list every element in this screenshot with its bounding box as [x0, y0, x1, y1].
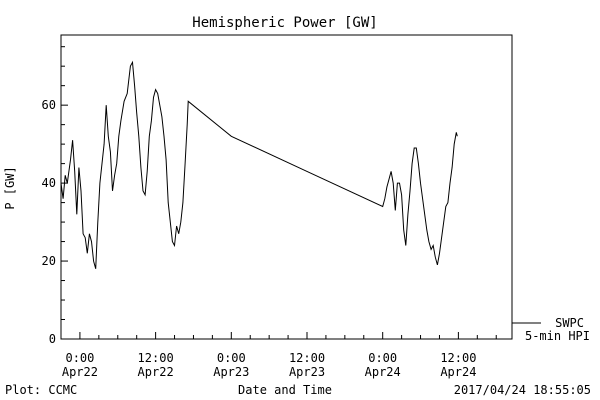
x-tick-date-label: Apr22: [62, 365, 98, 379]
x-tick-time-label: 12:00: [138, 351, 174, 365]
series-line: [60, 60, 458, 269]
x-tick-date-label: Apr24: [440, 365, 476, 379]
y-axis: 0 20 40 60: [42, 46, 68, 346]
x-tick-date-label: Apr24: [365, 365, 401, 379]
y-axis-label: P [GW]: [3, 166, 17, 209]
y-tick-label: 60: [42, 98, 56, 112]
y-tick-label: 0: [49, 332, 56, 346]
y-tick-label: 40: [42, 176, 56, 190]
x-tick-date-label: Apr22: [138, 365, 174, 379]
x-tick-time-label: 0:00: [65, 351, 94, 365]
x-tick-date-label: Apr23: [213, 365, 249, 379]
chart-title: Hemispheric Power [GW]: [192, 15, 377, 31]
x-tick-date-label: Apr23: [289, 365, 325, 379]
legend-description: 5-min HPI: [525, 329, 590, 343]
x-tick-time-label: 12:00: [440, 351, 476, 365]
legend-name: SWPC: [555, 316, 584, 330]
x-tick-time-label: 0:00: [368, 351, 397, 365]
plot-timestamp: 2017/04/24 18:55:05: [454, 383, 591, 397]
y-tick-label: 20: [42, 254, 56, 268]
x-axis: 0:00Apr2212:00Apr220:00Apr2312:00Apr230:…: [60, 332, 497, 379]
plot-credit: Plot: CCMC: [5, 383, 77, 397]
x-tick-time-label: 12:00: [289, 351, 325, 365]
x-tick-time-label: 0:00: [217, 351, 246, 365]
x-axis-label: Date and Time: [238, 383, 332, 397]
plot-frame: [60, 34, 513, 340]
